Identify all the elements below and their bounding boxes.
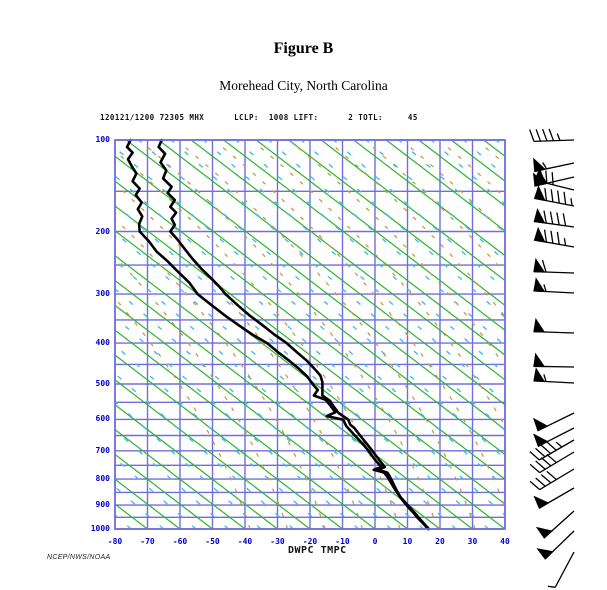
wind-barb — [547, 551, 575, 588]
temperature-tick-label: 30 — [467, 537, 478, 546]
wind-barb — [533, 317, 575, 334]
temperature-tick-label: 10 — [402, 537, 413, 546]
pressure-tick-label: 700 — [95, 445, 110, 455]
pressure-tick-label: 100 — [95, 135, 110, 144]
temperature-tick-label: 40 — [500, 537, 510, 546]
temperature-tick-label: -30 — [270, 537, 285, 546]
pressure-tick-label: 800 — [95, 474, 110, 484]
wind-barb — [533, 487, 575, 509]
temperature-trace — [157, 138, 431, 531]
moist-adiabat-lines — [115, 144, 505, 529]
wind-barb — [533, 427, 575, 448]
pressure-tick-label: 400 — [95, 338, 110, 348]
wind-barb — [532, 412, 575, 432]
pressure-tick-label: 300 — [95, 289, 110, 299]
temperature-tick-label: 20 — [435, 537, 445, 546]
wind-barb — [536, 530, 575, 560]
dry-adiabat-lines — [115, 140, 505, 529]
wind-barb — [533, 367, 575, 384]
pressure-tick-label: 200 — [95, 226, 110, 236]
wind-barb — [534, 167, 575, 191]
wind-barb — [533, 352, 575, 368]
wind-barbs — [528, 128, 575, 588]
wind-barb — [529, 439, 575, 461]
wind-barb — [533, 277, 575, 294]
credit-text: NCEP/NWS/NOAA — [47, 554, 111, 561]
temperature-tick-label: 0 — [372, 537, 378, 546]
temperature-tick-label: -50 — [205, 537, 220, 546]
wind-barb — [533, 207, 575, 228]
station-info-line: 120121/1200 72305 MHX LCLP: 1008 LIFT: 2… — [100, 113, 418, 122]
dewpoint-trace — [125, 138, 430, 531]
x-axis-label: DWPC TMPC — [288, 545, 347, 556]
pressure-tick-label: 1000 — [90, 524, 110, 533]
temperature-tick-label: -80 — [107, 537, 123, 546]
wind-barb — [529, 451, 575, 474]
figure-title: Figure B — [273, 40, 334, 57]
pressure-tick-label: 500 — [95, 378, 110, 388]
pressure-tick-label: 600 — [95, 414, 110, 424]
temperature-tick-label: -10 — [335, 537, 350, 546]
pressure-tick-label: 900 — [95, 500, 110, 510]
wind-barb — [533, 257, 575, 274]
wind-barb — [535, 510, 575, 539]
mixing-ratio-lines — [115, 140, 505, 529]
figure-subtitle: Morehead City, North Carolina — [219, 78, 388, 93]
temperature-tick-label: -40 — [237, 537, 253, 546]
temperature-tick-label: -70 — [140, 537, 155, 546]
wind-barb — [533, 157, 575, 173]
temperature-tick-label: -60 — [172, 537, 188, 546]
temperature-tick-label: -20 — [302, 537, 318, 546]
wind-barb — [529, 468, 575, 491]
wind-barb — [528, 128, 575, 143]
plot-frame — [114, 139, 506, 530]
wind-barb — [533, 185, 575, 207]
wind-barb — [533, 226, 575, 248]
